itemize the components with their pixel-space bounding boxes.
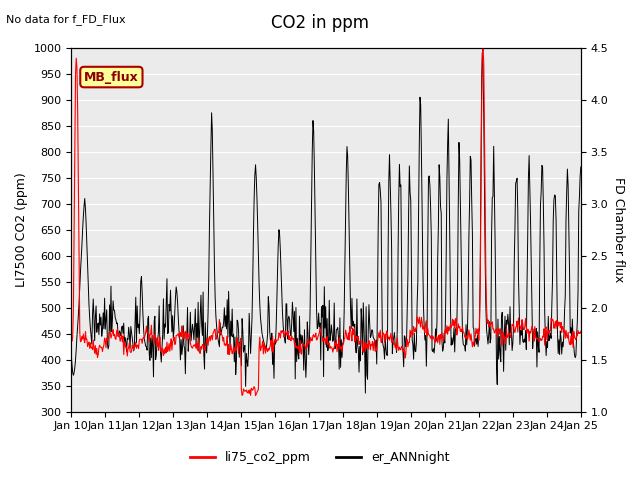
- Text: MB_flux: MB_flux: [84, 71, 139, 84]
- Text: No data for f_FD_Flux: No data for f_FD_Flux: [6, 14, 126, 25]
- Y-axis label: LI7500 CO2 (ppm): LI7500 CO2 (ppm): [15, 172, 28, 287]
- Text: CO2 in ppm: CO2 in ppm: [271, 14, 369, 33]
- Y-axis label: FD Chamber flux: FD Chamber flux: [612, 177, 625, 282]
- Legend: li75_co2_ppm, er_ANNnight: li75_co2_ppm, er_ANNnight: [186, 446, 454, 469]
